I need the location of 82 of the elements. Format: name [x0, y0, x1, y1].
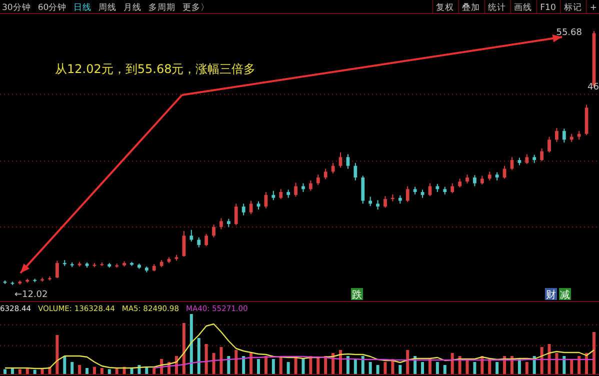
bar — [63, 356, 66, 374]
bar — [540, 347, 544, 374]
bar — [532, 356, 536, 374]
text: 统计 — [488, 2, 506, 13]
text: 周线 — [98, 2, 117, 13]
text: 复权 — [436, 2, 454, 13]
bar — [525, 362, 528, 374]
bar — [592, 332, 596, 374]
bar — [26, 368, 29, 374]
text: 叠加 — [462, 2, 480, 13]
bar — [190, 314, 193, 374]
bar — [570, 359, 574, 374]
bar — [361, 356, 364, 374]
text: 30分钟 — [2, 2, 31, 13]
bar — [398, 365, 402, 374]
bar — [548, 344, 551, 374]
bar — [316, 357, 320, 374]
bar — [272, 359, 275, 374]
bar — [488, 359, 492, 374]
bar — [339, 350, 342, 374]
annotation: 55.68 — [556, 28, 582, 38]
bar — [443, 365, 446, 374]
bar — [256, 359, 260, 374]
bar — [309, 356, 312, 374]
bar — [92, 366, 96, 374]
bar — [428, 359, 432, 374]
bar — [518, 359, 521, 374]
bar — [450, 353, 454, 374]
bar — [204, 344, 208, 374]
bar — [182, 323, 186, 374]
bar — [86, 368, 89, 374]
bar — [436, 362, 439, 374]
bar — [10, 368, 14, 374]
text: 多周期 — [148, 2, 176, 13]
text: 日线 — [74, 2, 92, 13]
bar — [421, 362, 424, 374]
text: 标记 — [562, 2, 582, 13]
bar — [220, 347, 223, 374]
bar — [376, 365, 380, 374]
text: 画线 — [514, 2, 532, 13]
bar — [33, 370, 36, 374]
bar — [562, 356, 566, 374]
bar — [384, 362, 387, 374]
text: + — [590, 3, 597, 13]
text: ←12.02 — [14, 290, 48, 300]
bar — [324, 356, 328, 374]
bar — [555, 353, 558, 374]
bar — [354, 359, 357, 374]
bar — [152, 368, 156, 374]
text: 月线 — [124, 2, 142, 13]
bar — [56, 335, 59, 374]
bar — [242, 356, 246, 374]
bar — [115, 368, 118, 374]
annotation: 46 — [588, 82, 599, 93]
bar — [466, 359, 469, 374]
bar — [279, 356, 282, 374]
bar — [108, 369, 111, 374]
bar — [70, 362, 74, 374]
bar — [227, 356, 230, 374]
bar — [496, 362, 499, 374]
bar — [473, 362, 476, 374]
bar — [368, 362, 372, 374]
bar — [234, 350, 238, 374]
bar — [264, 356, 268, 374]
bar — [130, 368, 134, 374]
text: 更多〉 — [182, 2, 210, 13]
bar — [78, 365, 82, 374]
bar — [578, 356, 581, 374]
bar — [346, 356, 350, 374]
bar — [18, 369, 22, 374]
bar — [145, 366, 148, 374]
bar — [302, 359, 305, 374]
bar — [100, 368, 104, 374]
bar — [197, 338, 200, 374]
text: 60分钟 — [38, 2, 67, 13]
bar — [406, 350, 410, 374]
text: F10 — [540, 3, 556, 13]
bar — [250, 353, 253, 374]
bar — [212, 353, 216, 374]
bar — [286, 362, 290, 374]
bar — [4, 369, 6, 374]
annotation: 从12.02元，到55.68元，涨幅三倍多 — [55, 62, 256, 76]
